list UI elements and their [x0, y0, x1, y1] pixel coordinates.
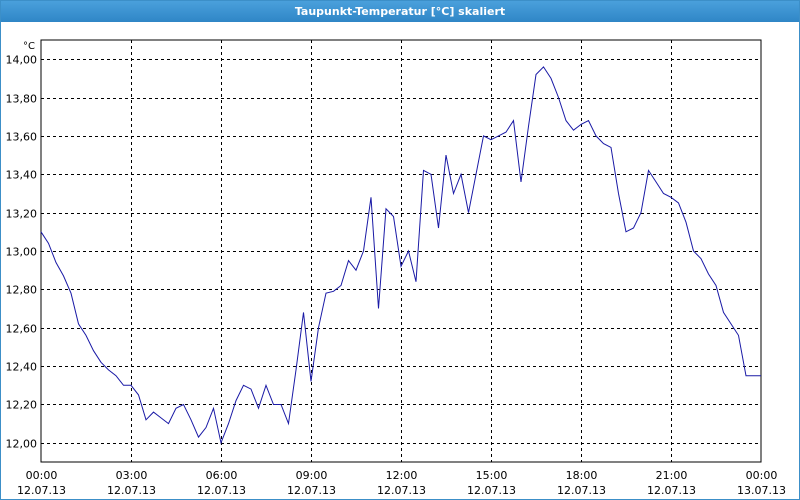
x-tick-label-date: 12.07.13	[107, 484, 156, 497]
x-tick-label-time: 03:00	[116, 469, 148, 482]
y-tick-label: 12,60	[6, 323, 38, 336]
x-tick-label-time: 00:00	[26, 469, 58, 482]
x-tick-label-time: 18:00	[566, 469, 598, 482]
x-tick-label-time: 21:00	[656, 469, 688, 482]
x-tick-label-time: 15:00	[476, 469, 508, 482]
x-tick-label-time: 00:00	[746, 469, 778, 482]
y-tick-label: 13,20	[6, 208, 38, 221]
series-line	[40, 66, 761, 445]
x-tick-label-date: 13.07.13	[737, 484, 786, 497]
x-tick-label-date: 12.07.13	[467, 484, 516, 497]
x-tick-label-date: 12.07.13	[287, 484, 336, 497]
y-tick-label: 12,80	[6, 284, 38, 297]
x-tick-label-date: 12.07.13	[377, 484, 426, 497]
x-tick-label-date: 12.07.13	[557, 484, 606, 497]
y-axis-unit: °C	[23, 41, 35, 52]
x-tick-label-date: 12.07.13	[197, 484, 246, 497]
line-chart: 12,00 12,20 12,40 12,60 12,80 13,00 13,20 13,40…	[6, 39, 786, 497]
y-tick-label: 13,60	[6, 131, 38, 144]
window-title: Taupunkt-Temperatur [°C] skaliert	[1, 1, 799, 22]
y-tick-label: 13,40	[6, 169, 38, 182]
y-tick-label: 13,00	[6, 246, 38, 259]
y-tick-label: 12,20	[6, 399, 38, 412]
x-tick-label-time: 06:00	[206, 469, 238, 482]
y-tick-label: 12,40	[6, 361, 38, 374]
chart-area: 12,00 12,20 12,40 12,60 12,80 13,00 13,20 13,40…	[1, 22, 799, 499]
x-tick-label-date: 12.07.13	[17, 484, 66, 497]
y-tick-label: 12,00	[6, 438, 38, 451]
y-tick-label: 14,00	[6, 54, 38, 67]
x-tick-label-date: 12.07.13	[647, 484, 696, 497]
y-tick-label: 13,80	[6, 93, 38, 106]
x-tick-label-time: 09:00	[296, 469, 328, 482]
x-tick-label-time: 12:00	[386, 469, 418, 482]
